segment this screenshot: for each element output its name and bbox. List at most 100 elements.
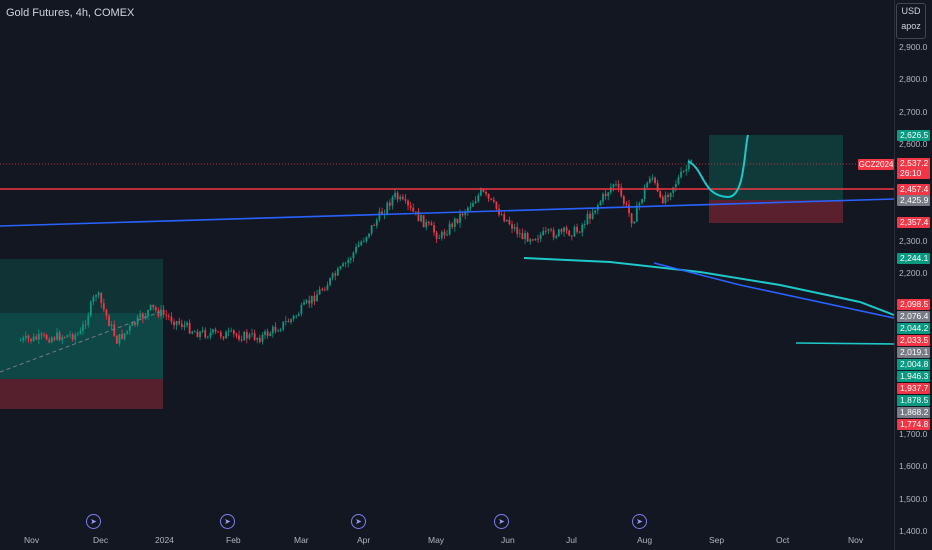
candle	[581, 224, 584, 233]
candle	[420, 215, 422, 222]
forecast-curve-1[interactable]	[523, 257, 895, 316]
candle	[680, 171, 682, 178]
candle	[633, 221, 636, 224]
candle	[175, 321, 178, 326]
dividend-icon[interactable]: ➤	[632, 514, 647, 529]
candle	[352, 252, 355, 259]
candle	[381, 211, 383, 215]
candle	[469, 206, 472, 208]
dividend-icon[interactable]: ➤	[494, 514, 509, 529]
candle	[217, 331, 220, 333]
candle	[656, 182, 659, 192]
candle	[422, 215, 425, 228]
candle	[123, 333, 126, 340]
price-label: 26:10	[897, 168, 930, 179]
support-trend-line[interactable]	[0, 198, 895, 227]
candle	[256, 337, 259, 340]
long-position-1[interactable]	[0, 259, 163, 409]
candle	[477, 195, 480, 202]
candle	[466, 207, 469, 212]
target-zone-2	[709, 135, 843, 200]
candle	[674, 183, 677, 188]
candle	[659, 191, 662, 198]
candle	[557, 229, 560, 237]
price-label: 2,244.1	[897, 253, 930, 264]
candle	[518, 233, 521, 235]
candle	[641, 199, 643, 204]
candle	[225, 331, 227, 339]
candle	[152, 304, 155, 308]
candle	[552, 230, 555, 238]
candle	[386, 202, 389, 214]
candle	[292, 315, 295, 320]
price-tick: 2,300.0	[899, 235, 928, 246]
time-tick: Oct	[776, 535, 790, 545]
candle	[594, 210, 597, 213]
candle	[373, 225, 376, 226]
candle	[443, 231, 446, 236]
price-label: 2,019.1	[897, 347, 930, 358]
candle	[279, 329, 282, 331]
candle	[318, 289, 321, 295]
candle	[547, 229, 550, 231]
candle	[206, 336, 209, 338]
forecast-line-3[interactable]	[795, 342, 895, 345]
candle	[524, 233, 526, 240]
candle	[178, 321, 181, 324]
dividend-icon[interactable]: ➤	[86, 514, 101, 529]
projection-path[interactable]	[687, 134, 749, 199]
candle	[667, 195, 669, 197]
candle	[188, 322, 191, 334]
candle	[615, 183, 617, 185]
candle	[440, 231, 443, 239]
candle	[61, 337, 64, 341]
long-position-2[interactable]	[709, 135, 843, 223]
forecast-line-2[interactable]	[653, 262, 895, 319]
dividend-icon[interactable]: ➤	[220, 514, 235, 529]
candle	[323, 289, 326, 291]
candle	[149, 304, 152, 310]
time-tick: Sep	[709, 535, 725, 545]
candle	[199, 331, 201, 338]
candle	[82, 324, 84, 331]
currency-label: USD	[901, 6, 921, 16]
price-label: 2,457.4	[897, 184, 930, 195]
candle	[349, 258, 352, 260]
candle	[560, 229, 563, 232]
candle	[230, 330, 233, 332]
price-tick: 2,600.0	[899, 138, 928, 149]
candle	[35, 336, 38, 340]
candle	[271, 326, 274, 334]
candle	[300, 304, 303, 315]
candle	[438, 238, 441, 239]
price-tick: 2,800.0	[899, 74, 928, 85]
candle	[100, 292, 103, 304]
candle	[375, 219, 378, 226]
candle	[303, 302, 305, 305]
candle	[274, 326, 277, 332]
candle	[576, 226, 578, 232]
candle	[37, 334, 40, 340]
candle	[186, 322, 188, 326]
candle	[282, 321, 285, 330]
candle	[27, 335, 30, 339]
candle	[139, 313, 142, 318]
candle	[40, 334, 43, 335]
currency-menu[interactable]: USD apoz	[896, 3, 926, 39]
dividend-icon[interactable]: ➤	[351, 514, 366, 529]
candle	[105, 309, 108, 316]
candle	[336, 268, 339, 276]
candle	[573, 226, 576, 237]
candle	[521, 233, 524, 240]
price-label: 2,076.4	[897, 311, 930, 322]
price-label: 2,098.5	[897, 299, 930, 310]
candle	[334, 273, 337, 276]
candle	[453, 218, 456, 228]
candle	[472, 203, 474, 207]
candle	[264, 331, 266, 336]
candle	[503, 214, 506, 222]
stop-zone-2	[709, 200, 843, 223]
candle	[482, 189, 485, 192]
price-tick: 2,200.0	[899, 267, 928, 278]
